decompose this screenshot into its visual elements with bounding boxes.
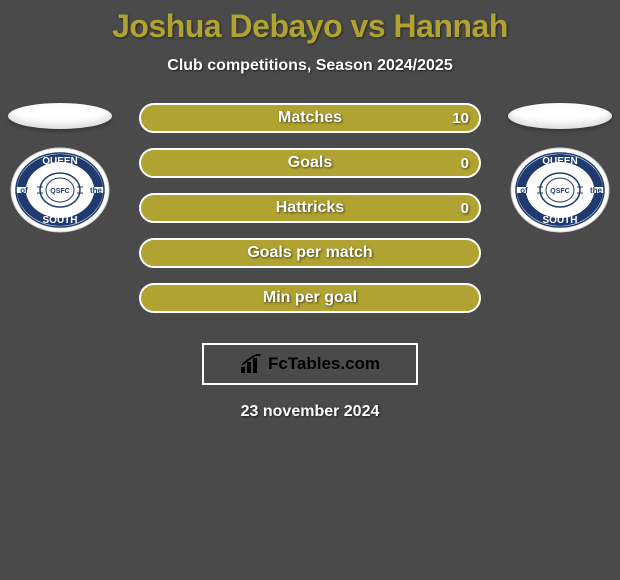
stat-label: Goals per match [247, 244, 372, 262]
subtitle: Club competitions, Season 2024/2025 [0, 57, 620, 75]
footer-brand-box: FcTables.com [202, 343, 418, 385]
stat-bars: Matches 10 Goals 0 Hattricks 0 Goals per… [139, 103, 481, 313]
svg-text:QSFC: QSFC [50, 188, 69, 195]
stat-label: Min per goal [263, 289, 357, 307]
player-left-column: QUEEN SOUTH of the QSFC [8, 103, 112, 233]
page-title: Joshua Debayo vs Hannah [0, 8, 620, 45]
stat-value-right: 10 [452, 110, 469, 127]
player-placeholder-right [508, 103, 612, 129]
comparison-area: QUEEN SOUTH of the QSFC [0, 103, 620, 323]
player-right-column: QUEEN SOUTH of the QSFC [508, 103, 612, 233]
svg-text:QUEEN: QUEEN [542, 156, 578, 167]
stat-label: Matches [278, 109, 342, 127]
svg-text:the: the [90, 186, 103, 195]
svg-text:QUEEN: QUEEN [42, 156, 78, 167]
brand-text: FcTables.com [268, 354, 380, 374]
stat-value-right: 0 [461, 200, 469, 217]
svg-text:SOUTH: SOUTH [543, 215, 578, 226]
bar-chart-icon [240, 354, 264, 374]
svg-text:of: of [20, 186, 28, 195]
stat-bar-hattricks: Hattricks 0 [139, 193, 481, 223]
stat-value-right: 0 [461, 155, 469, 172]
svg-text:QSFC: QSFC [550, 188, 569, 195]
stat-bar-min-per-goal: Min per goal [139, 283, 481, 313]
stat-bar-goals: Goals 0 [139, 148, 481, 178]
svg-text:the: the [590, 186, 603, 195]
stat-bar-matches: Matches 10 [139, 103, 481, 133]
comparison-infographic: Joshua Debayo vs Hannah Club competition… [0, 0, 620, 421]
stat-label: Goals [288, 154, 332, 172]
player-placeholder-left [8, 103, 112, 129]
svg-text:of: of [520, 186, 528, 195]
club-logo-left: QUEEN SOUTH of the QSFC [10, 147, 110, 233]
club-logo-right: QUEEN SOUTH of the QSFC [510, 147, 610, 233]
club-crest-icon: QUEEN SOUTH of the QSFC [510, 147, 610, 233]
stat-label: Hattricks [276, 199, 344, 217]
club-crest-icon: QUEEN SOUTH of the QSFC [10, 147, 110, 233]
date-line: 23 november 2024 [0, 403, 620, 421]
svg-text:SOUTH: SOUTH [43, 215, 78, 226]
stat-bar-goals-per-match: Goals per match [139, 238, 481, 268]
